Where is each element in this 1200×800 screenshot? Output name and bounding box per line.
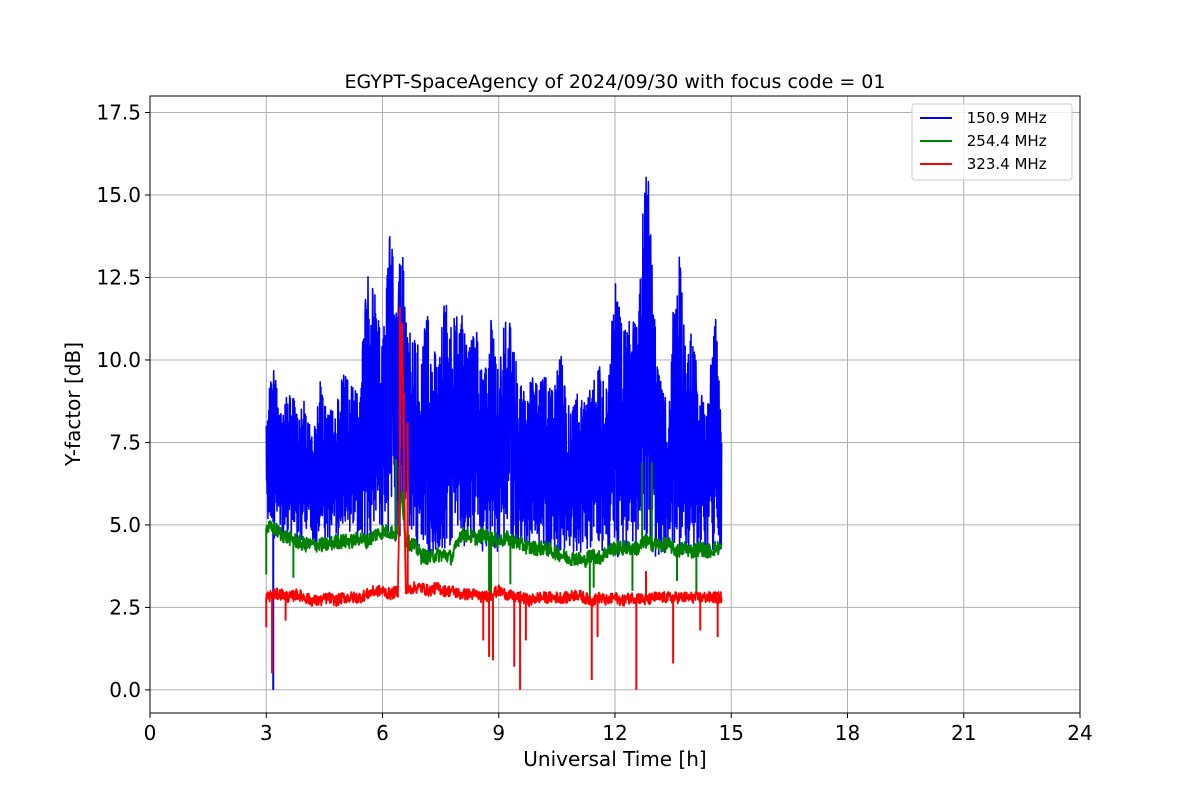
y-tick-label: 0.0 — [109, 678, 141, 702]
y-tick-label: 12.5 — [96, 265, 141, 289]
y-tick-label: 10.0 — [96, 348, 141, 372]
x-tick-label: 24 — [1067, 721, 1092, 745]
x-tick-label: 9 — [492, 721, 505, 745]
x-axis-ticks: 0 3 6 9 12 15 18 21 24 — [144, 713, 1093, 745]
series-254-4-line — [265, 490, 723, 568]
series-150-9-line — [265, 176, 723, 558]
x-tick-label: 15 — [719, 721, 744, 745]
y-tick-label: 7.5 — [109, 430, 141, 454]
x-axis-label: Universal Time [h] — [523, 747, 706, 771]
chart-title: EGYPT-SpaceAgency of 2024/09/30 with foc… — [345, 71, 886, 93]
y-tick-label: 17.5 — [96, 100, 141, 124]
y-tick-label: 5.0 — [109, 513, 141, 537]
legend-label-1: 254.4 MHz — [962, 132, 1047, 150]
legend-label-2: 323.4 MHz — [962, 155, 1047, 173]
legend-label-0: 150.9 MHz — [962, 109, 1047, 127]
x-tick-label: 21 — [951, 721, 976, 745]
y-tick-label: 15.0 — [96, 183, 141, 207]
x-tick-label: 12 — [602, 721, 627, 745]
x-tick-label: 18 — [835, 721, 860, 745]
y-axis-ticks: 0.0 2.5 5.0 7.5 10.0 12.5 15.0 17.5 — [96, 100, 150, 702]
series-layer — [265, 176, 723, 690]
x-tick-label: 0 — [144, 721, 157, 745]
legend-box — [911, 103, 1073, 181]
x-tick-label: 3 — [260, 721, 273, 745]
legend: 150.9 MHz 254.4 MHz 323.4 MHz — [911, 103, 1073, 181]
y-axis-label: Y-factor [dB] — [61, 342, 85, 467]
x-tick-label: 6 — [376, 721, 389, 745]
y-tick-label: 2.5 — [109, 595, 141, 619]
